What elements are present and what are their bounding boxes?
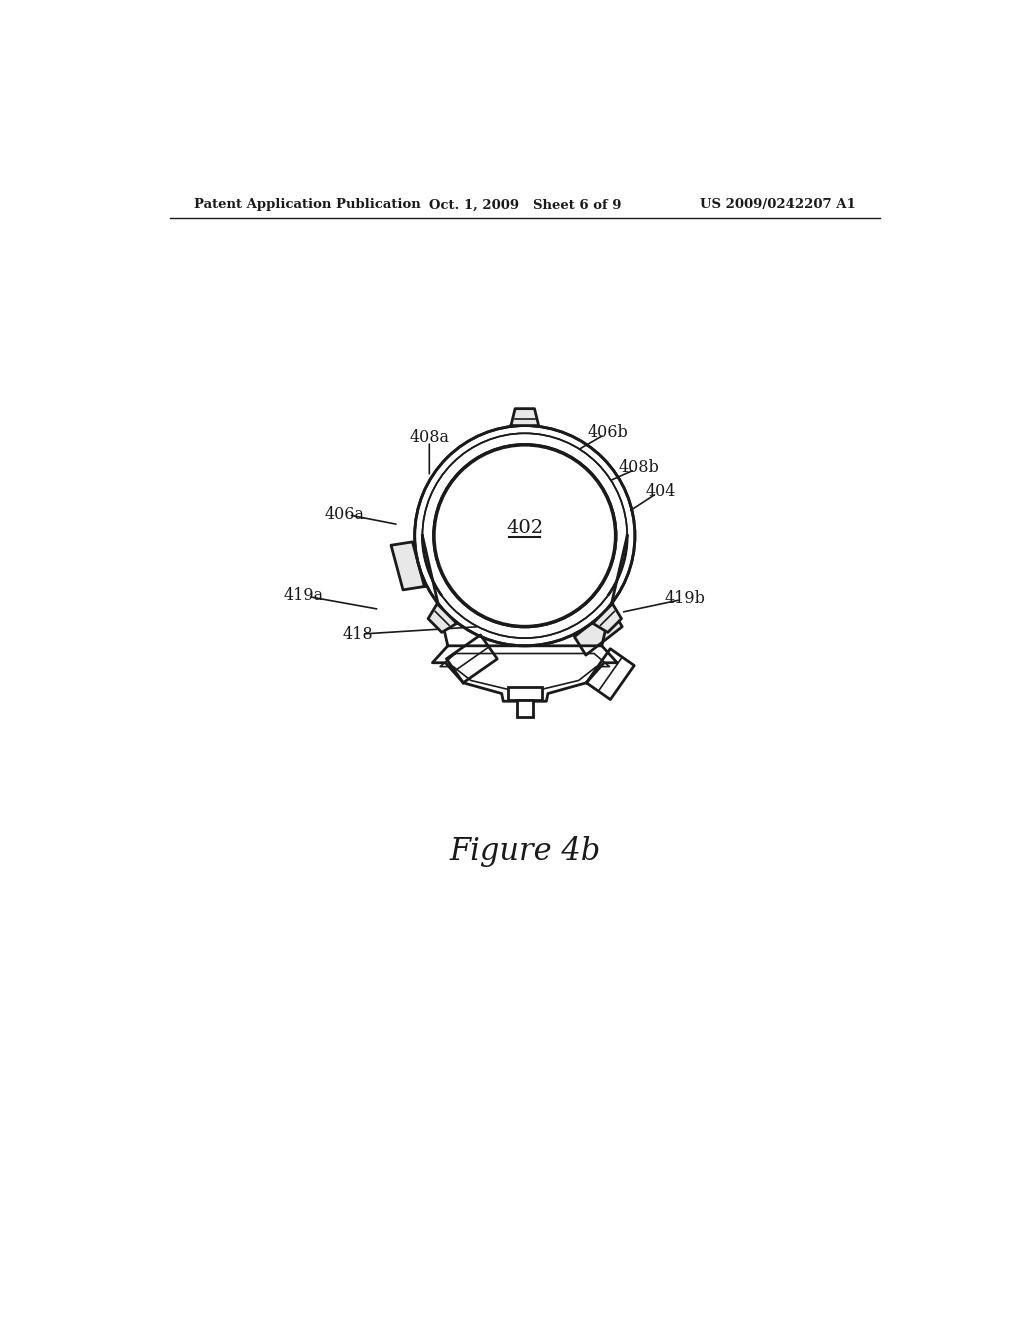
- Circle shape: [415, 425, 635, 645]
- Bar: [517, 700, 532, 717]
- Polygon shape: [432, 645, 617, 701]
- Text: 418: 418: [342, 626, 373, 643]
- Text: Patent Application Publication: Patent Application Publication: [194, 198, 421, 211]
- Polygon shape: [446, 635, 498, 682]
- Text: Figure 4b: Figure 4b: [450, 836, 600, 867]
- Polygon shape: [428, 603, 457, 632]
- Polygon shape: [391, 543, 424, 590]
- Bar: [508, 688, 542, 700]
- Text: 419b: 419b: [665, 590, 706, 607]
- Text: Oct. 1, 2009   Sheet 6 of 9: Oct. 1, 2009 Sheet 6 of 9: [429, 198, 621, 211]
- Circle shape: [422, 433, 628, 638]
- Text: 419a: 419a: [284, 587, 324, 605]
- Text: 406b: 406b: [588, 424, 629, 441]
- Polygon shape: [587, 648, 634, 700]
- Text: 402: 402: [506, 519, 544, 537]
- Text: 408b: 408b: [618, 459, 659, 477]
- Polygon shape: [574, 609, 623, 655]
- Circle shape: [434, 445, 615, 627]
- Text: 406c: 406c: [443, 590, 483, 607]
- Text: 406a: 406a: [325, 506, 365, 523]
- Circle shape: [434, 445, 615, 627]
- Text: 408a: 408a: [410, 429, 450, 446]
- Text: 408c: 408c: [535, 585, 573, 602]
- Text: US 2009/0242207 A1: US 2009/0242207 A1: [700, 198, 856, 211]
- Polygon shape: [511, 409, 539, 425]
- Text: 404: 404: [645, 483, 676, 499]
- Polygon shape: [593, 603, 622, 632]
